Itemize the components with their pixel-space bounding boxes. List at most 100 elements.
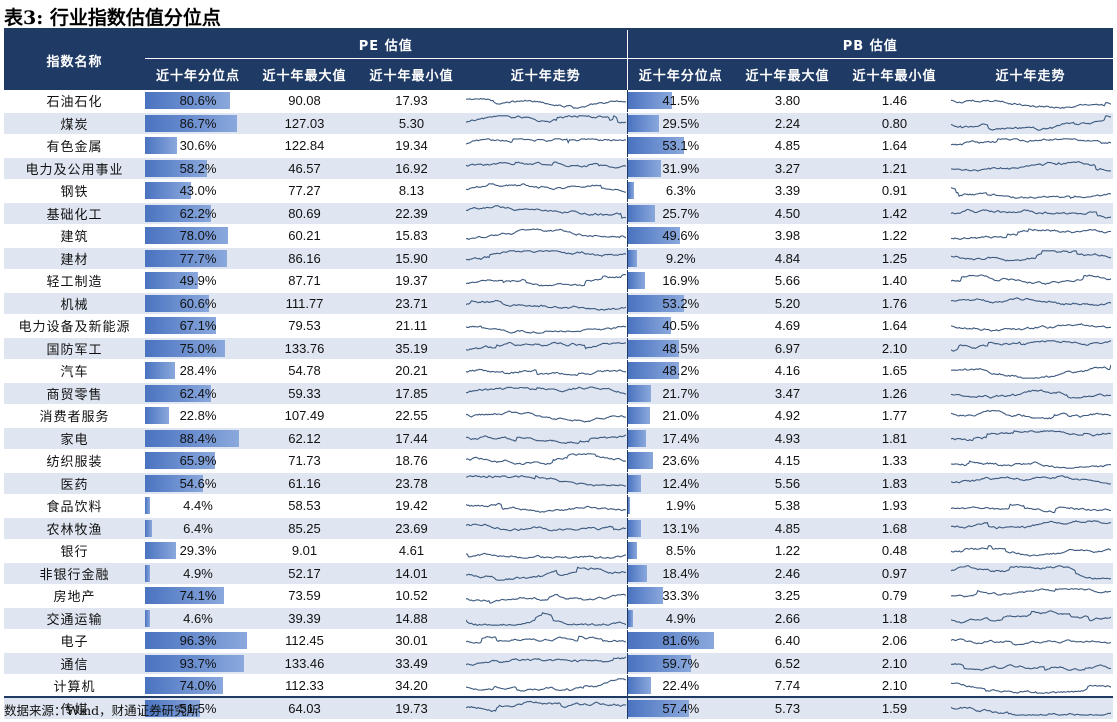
pe-percentile: 62.4% — [145, 382, 251, 405]
pb-percentile: 41.5% — [626, 90, 735, 113]
pb-trend-sparkline-line — [950, 475, 1111, 485]
pe-trend — [465, 359, 627, 383]
table-row: 通信 93.7% 133.46 33.49 59.7% 6.52 2.10 — [4, 652, 1114, 675]
pe-max: 122.84 — [251, 134, 358, 158]
pb-min: 1.65 — [841, 359, 948, 383]
pb-percentile-bar — [627, 699, 689, 717]
pb-min: 0.80 — [841, 112, 948, 135]
pe-trend — [465, 337, 627, 360]
pe-percentile-value: 88.4% — [179, 430, 217, 446]
pe-trend-sparkline — [465, 452, 626, 465]
pb-min: 1.64 — [841, 134, 948, 158]
pb-trend-sparkline-line — [950, 364, 1111, 379]
pe-percentile-bar — [145, 677, 224, 695]
pb-max: 3.39 — [734, 179, 841, 203]
pe-percentile-bar — [145, 632, 248, 650]
pb-percentile-bar — [627, 227, 681, 245]
pb-percentile-value: 33.3% — [662, 588, 700, 604]
pe-max: 46.57 — [251, 157, 358, 180]
pe-max: 112.33 — [251, 674, 358, 698]
pb-percentile-wrap: 33.3% — [627, 585, 735, 606]
pe-trend-sparkline — [465, 386, 626, 396]
pe-trend-sparkline-line — [465, 205, 626, 220]
pe-trend-sparkline — [465, 612, 626, 627]
pb-percentile-bar — [627, 137, 685, 155]
pe-trend-sparkline-line — [465, 475, 626, 487]
pb-percentile: 16.9% — [626, 269, 734, 293]
pb-trend — [948, 449, 1114, 473]
pb-trend-sparkline — [950, 682, 1111, 694]
index-name: 消费者服务 — [4, 404, 145, 428]
pb-percentile-bar — [627, 519, 642, 537]
pb-trend-sparkline — [950, 475, 1111, 485]
pb-percentile-wrap: 57.4% — [627, 698, 735, 719]
pe-percentile-wrap: 4.4% — [145, 495, 251, 516]
pb-percentile-bar — [627, 317, 671, 335]
pb-percentile-value: 31.9% — [662, 160, 700, 176]
pe-trend-sparkline-line — [465, 502, 626, 513]
pb-min: 1.22 — [841, 224, 948, 248]
pb-percentile-bar — [627, 497, 630, 515]
pb-trend-sparkline-line — [950, 544, 1111, 557]
pe-max: 133.46 — [251, 652, 358, 675]
pe-max: 85.25 — [251, 517, 358, 540]
pe-min: 17.44 — [358, 427, 465, 450]
pe-trend-sparkline — [465, 341, 626, 352]
pb-percentile: 6.3% — [626, 179, 734, 203]
pb-trend-sparkline — [950, 186, 1111, 199]
pe-max: 77.27 — [251, 179, 358, 203]
pb-trend-sparkline — [950, 520, 1111, 530]
pb-percentile-wrap: 25.7% — [627, 203, 735, 224]
pb-max: 2.66 — [734, 607, 841, 630]
pe-trend-sparkline — [465, 250, 626, 261]
pe-trend — [465, 314, 627, 338]
pb-percentile: 48.5% — [626, 337, 734, 360]
table-row: 基础化工 62.2% 80.69 22.39 25.7% 4.50 1.42 — [4, 202, 1114, 225]
table-row: 医药 54.6% 61.16 23.78 12.4% 5.56 1.83 — [4, 472, 1114, 495]
pe-percentile-value: 74.0% — [179, 678, 217, 694]
pb-max: 6.40 — [734, 629, 841, 653]
pb-min: 0.48 — [841, 539, 948, 563]
pb-max: 5.20 — [734, 292, 841, 315]
pe-trend-sparkline-line — [465, 593, 626, 604]
pb-min: 2.10 — [841, 674, 948, 698]
pb-min: 1.46 — [841, 90, 948, 113]
pb-trend-sparkline-line — [950, 637, 1111, 646]
pe-percentile-value: 4.6% — [183, 610, 213, 626]
pb-min: 1.93 — [841, 494, 948, 518]
pb-percentile-bar — [627, 294, 685, 312]
pb-percentile-value: 81.6% — [662, 633, 700, 649]
pb-percentile-value: 23.6% — [662, 453, 700, 469]
table-row: 建材 77.7% 86.16 15.90 9.2% 4.84 1.25 — [4, 247, 1114, 270]
pe-min: 22.39 — [358, 202, 465, 225]
pb-max: 5.56 — [734, 472, 841, 495]
pe-percentile: 80.6% — [145, 90, 251, 113]
pe-percentile-wrap: 54.6% — [145, 473, 251, 494]
pb-percentile-bar — [627, 339, 680, 357]
pe-percentile: 75.0% — [145, 337, 251, 360]
pe-trend-sparkline-line — [465, 161, 626, 169]
index-name: 纺织服装 — [4, 449, 145, 473]
index-name: 基础化工 — [4, 202, 145, 225]
pb-percentile-wrap: 4.9% — [627, 608, 735, 629]
pb-percentile-wrap: 22.4% — [627, 675, 735, 696]
table-row: 交通运输 4.6% 39.39 14.88 4.9% 2.66 1.18 — [4, 607, 1114, 630]
pe-percentile: 4.9% — [145, 562, 251, 585]
table-row: 有色金属 30.6% 122.84 19.34 53.1% 4.85 1.64 — [4, 134, 1114, 158]
pb-percentile-bar — [627, 632, 715, 650]
pe-percentile: 60.6% — [145, 292, 251, 315]
pb-trend-sparkline — [950, 409, 1111, 420]
pe-percentile: 58.2% — [145, 157, 251, 180]
pb-percentile-bar — [627, 609, 633, 627]
pe-percentile-value: 4.9% — [183, 565, 213, 581]
pb-percentile-wrap: 41.5% — [627, 90, 735, 111]
pe-percentile-wrap: 30.6% — [145, 135, 251, 156]
pb-trend-sparkline — [950, 161, 1111, 172]
header-pe-group: PE 估值 — [145, 30, 627, 59]
pb-min: 2.10 — [841, 337, 948, 360]
pe-trend-sparkline-line — [465, 341, 626, 352]
pb-percentile: 1.9% — [626, 494, 734, 518]
pb-max: 7.74 — [734, 674, 841, 698]
index-name: 轻工制造 — [4, 269, 145, 293]
pe-trend-sparkline — [465, 273, 626, 287]
